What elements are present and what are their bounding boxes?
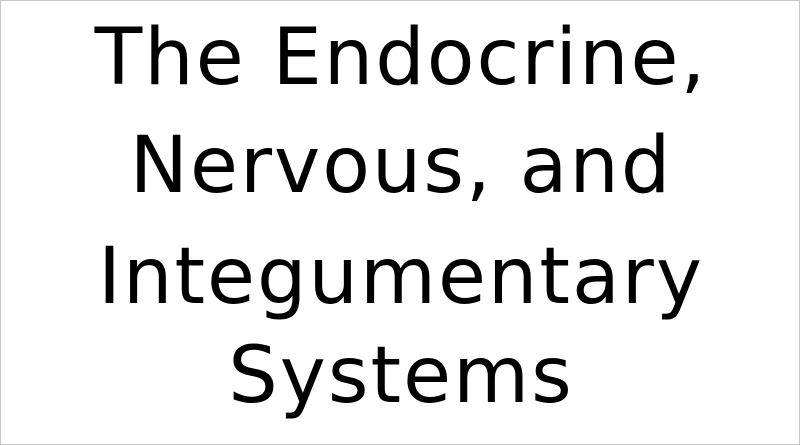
title-line-4: Systems [228, 331, 574, 421]
title-line-3: Integumentary [98, 232, 704, 322]
title-line-1: The Endocrine, [94, 13, 708, 103]
title-line-2: Nervous, and [129, 121, 673, 211]
